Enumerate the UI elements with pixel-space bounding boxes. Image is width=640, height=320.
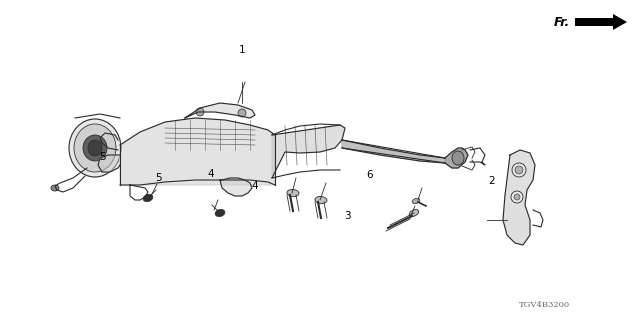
Circle shape xyxy=(511,191,523,203)
Polygon shape xyxy=(220,178,252,196)
Polygon shape xyxy=(120,118,275,185)
Text: 5: 5 xyxy=(156,172,162,183)
Circle shape xyxy=(514,194,520,200)
Ellipse shape xyxy=(215,209,225,217)
Ellipse shape xyxy=(74,124,116,172)
Text: 4: 4 xyxy=(252,181,258,191)
Ellipse shape xyxy=(412,198,420,204)
Ellipse shape xyxy=(287,189,299,196)
Text: TGV4B3200: TGV4B3200 xyxy=(519,301,570,309)
FancyArrow shape xyxy=(575,14,627,30)
Polygon shape xyxy=(445,148,468,168)
Circle shape xyxy=(515,166,523,174)
Text: 3: 3 xyxy=(344,211,351,221)
Ellipse shape xyxy=(452,151,464,165)
Circle shape xyxy=(196,108,204,116)
Text: 4: 4 xyxy=(208,169,214,180)
Text: 6: 6 xyxy=(367,170,373,180)
Ellipse shape xyxy=(88,140,102,156)
Ellipse shape xyxy=(69,119,121,177)
Ellipse shape xyxy=(143,194,153,202)
Polygon shape xyxy=(98,155,120,172)
Text: 2: 2 xyxy=(488,176,495,186)
Circle shape xyxy=(238,109,246,117)
Polygon shape xyxy=(185,103,255,118)
Text: 1: 1 xyxy=(239,44,245,55)
Ellipse shape xyxy=(410,210,419,216)
Polygon shape xyxy=(503,150,535,245)
Polygon shape xyxy=(342,140,445,163)
Ellipse shape xyxy=(83,135,107,161)
Polygon shape xyxy=(272,125,345,178)
Text: Fr.: Fr. xyxy=(554,15,570,28)
Ellipse shape xyxy=(315,196,327,204)
Text: 5: 5 xyxy=(99,152,106,162)
Ellipse shape xyxy=(51,185,59,191)
Circle shape xyxy=(512,163,526,177)
